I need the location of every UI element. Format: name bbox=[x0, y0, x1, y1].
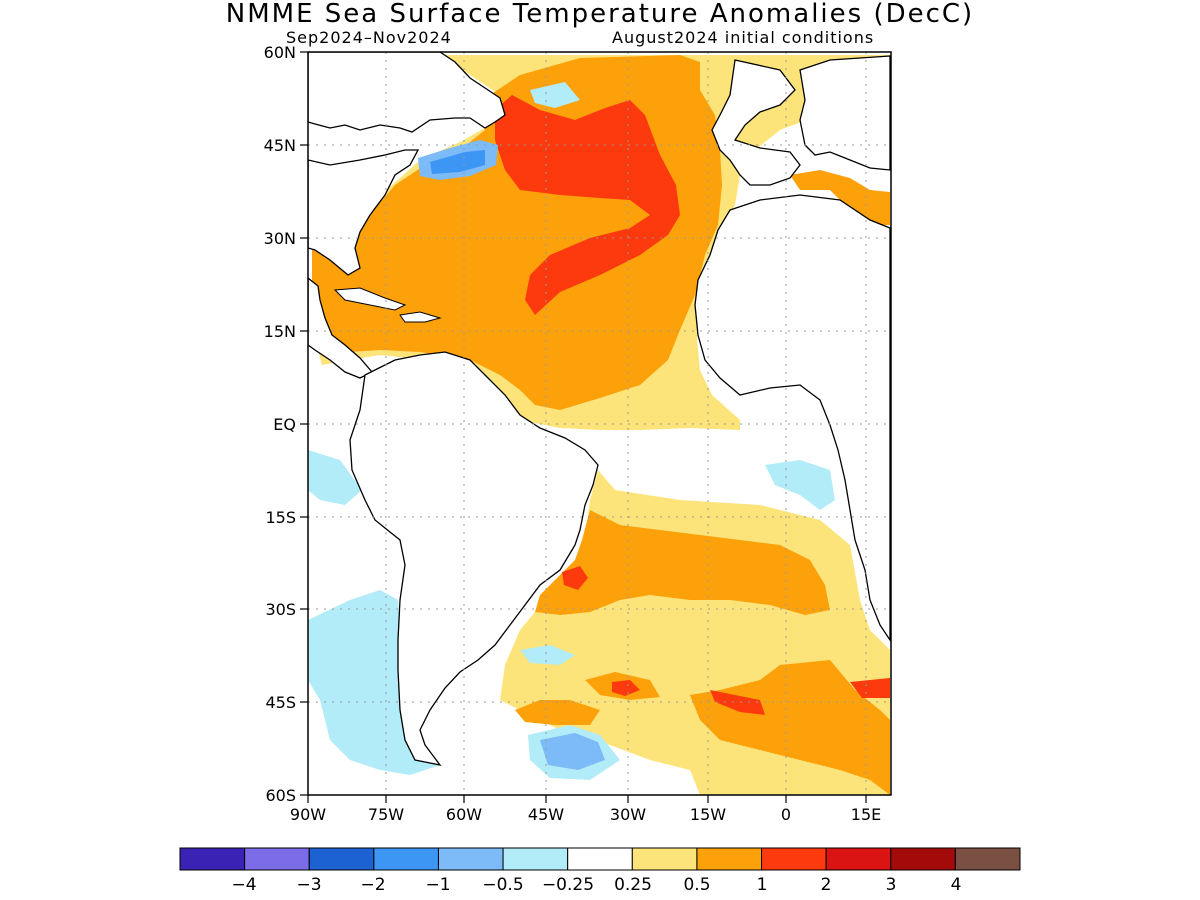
colorbar-label: −2 bbox=[360, 875, 385, 895]
colorbar-swatch bbox=[696, 847, 763, 871]
lat-label: 30S bbox=[265, 600, 296, 619]
land-cuba bbox=[333, 287, 407, 311]
anomaly-2-south-3 bbox=[850, 678, 890, 698]
colorbar-swatch bbox=[954, 847, 1021, 871]
lat-label: 45N bbox=[264, 136, 296, 155]
colorbar-label: 2 bbox=[821, 875, 832, 895]
land-europe bbox=[711, 59, 801, 186]
colorbar-swatch bbox=[437, 847, 504, 871]
land-north-america bbox=[308, 52, 506, 133]
lon-label: 60W bbox=[446, 805, 482, 824]
anomaly-neg05-south-1 bbox=[540, 733, 605, 770]
anomaly-neg025-pacific bbox=[308, 450, 362, 505]
colorbar-swatch bbox=[761, 847, 827, 871]
colorbar-labels: −4 −3 −2 −1 −0.5 −0.25 0.25 0.5 1 2 3 4 bbox=[231, 875, 961, 895]
longitude-labels: 90W 75W 60W 45W 30W 15W 0 15E bbox=[290, 805, 881, 824]
colorbar-swatch bbox=[308, 847, 375, 871]
anomaly-2-brazil bbox=[562, 566, 588, 590]
colorbar-swatch bbox=[179, 847, 246, 871]
colorbar-label: −1 bbox=[425, 875, 450, 895]
lon-label: 15E bbox=[851, 805, 881, 824]
colorbar-swatch bbox=[244, 847, 310, 871]
lat-label: 15N bbox=[264, 322, 296, 341]
lon-label: 90W bbox=[290, 805, 326, 824]
colorbar-label: −3 bbox=[296, 875, 321, 895]
map-area bbox=[308, 52, 891, 795]
lat-label: 60S bbox=[265, 786, 296, 805]
map-title: NMME Sea Surface Temperature Anomalies (… bbox=[225, 0, 975, 29]
colorbar-label: 0.25 bbox=[614, 875, 652, 895]
lat-label: 15S bbox=[265, 508, 296, 527]
colorbar-label: 1 bbox=[757, 875, 768, 895]
colorbar-label: 4 bbox=[951, 875, 962, 895]
anomaly-1-south-atlantic bbox=[535, 510, 830, 615]
colorbar-swatch bbox=[567, 847, 633, 871]
graticule bbox=[308, 52, 891, 795]
colorbar-swatch bbox=[890, 847, 956, 871]
colorbar-label: −4 bbox=[231, 875, 256, 895]
anomaly-1-south-band bbox=[515, 700, 600, 725]
lat-label: EQ bbox=[273, 415, 296, 434]
anomaly-2-south-2 bbox=[710, 690, 765, 715]
colorbar-label: 3 bbox=[886, 875, 897, 895]
land-hispaniola bbox=[399, 311, 442, 323]
colorbar-swatch bbox=[373, 847, 439, 871]
anomaly-neg025-south-2 bbox=[520, 645, 575, 665]
anomaly-2-south-1 bbox=[612, 680, 640, 696]
land-us-east bbox=[308, 149, 420, 276]
colorbar-label: 0.5 bbox=[683, 875, 710, 895]
lon-label: 30W bbox=[610, 805, 646, 824]
lon-label: 45W bbox=[528, 805, 564, 824]
lon-label: 15W bbox=[690, 805, 726, 824]
anomaly-1-southeast bbox=[690, 660, 890, 795]
colorbar-swatch bbox=[825, 847, 892, 871]
anomaly-neg025-east-tropical bbox=[765, 460, 835, 510]
lat-label: 30N bbox=[264, 229, 296, 248]
lat-label: 60N bbox=[264, 43, 296, 62]
colorbar bbox=[179, 847, 1021, 871]
lon-label: 75W bbox=[368, 805, 404, 824]
anomaly-neg025-north bbox=[530, 82, 580, 108]
land-africa bbox=[694, 194, 891, 643]
anomaly-1-mediterranean bbox=[790, 170, 890, 225]
colorbar-label: −0.25 bbox=[542, 875, 594, 895]
axis-ticks bbox=[300, 51, 867, 803]
colorbar-swatch bbox=[631, 847, 698, 871]
land-central-america bbox=[308, 277, 374, 379]
lat-label: 45S bbox=[265, 693, 296, 712]
anomaly-2-north-atlantic bbox=[495, 95, 680, 315]
lon-label: 0 bbox=[781, 805, 791, 824]
anomaly-neg1-gulf-of-maine bbox=[430, 150, 485, 174]
initial-conditions: August2024 initial conditions bbox=[612, 28, 875, 47]
forecast-period: Sep2024–Nov2024 bbox=[286, 28, 452, 47]
latitude-labels: 60N 45N 30N 15N EQ 15S 30S 45S 60S bbox=[264, 43, 296, 805]
colorbar-swatch bbox=[502, 847, 569, 871]
colorbar-label: −0.5 bbox=[482, 875, 523, 895]
land-south-america bbox=[349, 351, 599, 766]
land-europe-east bbox=[799, 55, 891, 171]
